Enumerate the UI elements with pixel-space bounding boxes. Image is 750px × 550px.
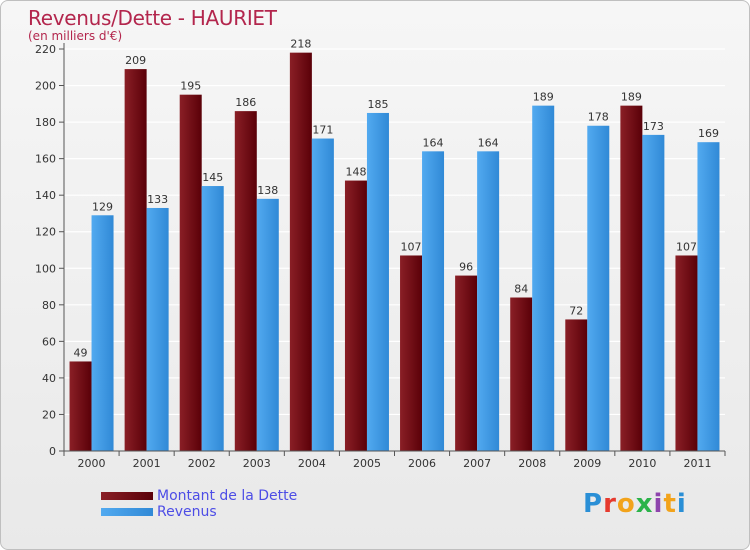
data-label-dette: 218 xyxy=(290,38,311,51)
bar-dette xyxy=(565,319,588,451)
data-label-dette: 148 xyxy=(345,166,366,179)
bar-dette xyxy=(124,69,147,451)
data-label-revenus: 129 xyxy=(92,200,113,213)
logo-letter: x xyxy=(635,489,654,519)
data-label-dette: 72 xyxy=(569,304,583,317)
data-label-revenus: 178 xyxy=(588,111,609,124)
x-tick-label: 2000 xyxy=(78,457,106,470)
bar-dette xyxy=(234,111,257,452)
y-tick-label: 40 xyxy=(42,372,56,385)
data-label-dette: 195 xyxy=(180,80,201,93)
x-tick-label: 2006 xyxy=(408,457,436,470)
bar-dette xyxy=(289,52,312,452)
data-label-dette: 49 xyxy=(74,346,88,359)
bar-revenus xyxy=(256,198,279,451)
x-tick-label: 2008 xyxy=(518,457,546,470)
x-tick-label: 2009 xyxy=(573,457,601,470)
chart-subtitle: (en milliers d'€) xyxy=(28,29,123,43)
x-tick-label: 2004 xyxy=(298,457,326,470)
legend-label-revenus: Revenus xyxy=(157,504,217,520)
y-tick-label: 80 xyxy=(42,299,56,312)
data-label-dette: 96 xyxy=(459,261,473,274)
bar-dette xyxy=(400,255,423,451)
bar-revenus xyxy=(146,207,169,451)
data-label-dette: 186 xyxy=(235,96,256,109)
legend-swatch-revenus xyxy=(101,508,153,516)
legend: Montant de la Dette Revenus xyxy=(101,488,297,520)
data-label-revenus: 169 xyxy=(698,127,719,140)
data-labels: 49 129 209 133 195 145 186 138 218 171 148 185 107 16… xyxy=(74,38,719,360)
legend-item-dette: Montant de la Dette xyxy=(101,488,297,504)
data-label-revenus: 138 xyxy=(257,184,278,197)
data-label-dette: 84 xyxy=(514,283,528,296)
y-tick-label: 220 xyxy=(35,43,56,56)
y-tick-label: 120 xyxy=(35,226,56,239)
bar-revenus xyxy=(201,186,224,451)
y-tick-label: 20 xyxy=(42,408,56,421)
data-label-revenus: 145 xyxy=(202,171,223,184)
data-label-revenus: 164 xyxy=(423,136,444,149)
data-label-revenus: 133 xyxy=(147,193,168,206)
x-tick-label: 2011 xyxy=(683,457,711,470)
bars xyxy=(69,52,720,452)
axes: 0 20 40 60 80 100 120 140 160 180 200 220 2000 2001 20… xyxy=(35,43,726,470)
data-label-revenus: 171 xyxy=(312,124,333,137)
data-label-revenus: 189 xyxy=(533,91,554,104)
bar-revenus xyxy=(532,105,555,452)
bar-revenus xyxy=(642,134,665,451)
y-tick-label: 200 xyxy=(35,80,56,93)
data-label-revenus: 173 xyxy=(643,120,664,133)
logo-letter: o xyxy=(616,489,636,519)
y-tick-label: 140 xyxy=(35,189,56,202)
grid-lines xyxy=(64,48,725,416)
bar-revenus xyxy=(91,215,114,451)
bar-dette xyxy=(344,180,367,451)
x-tick-label: 2001 xyxy=(133,457,161,470)
data-label-dette: 189 xyxy=(621,91,642,104)
y-tick-label: 160 xyxy=(35,153,56,166)
legend-item-revenus: Revenus xyxy=(101,504,297,520)
proxiti-logo: Proxiti xyxy=(583,489,687,519)
bar-revenus xyxy=(587,125,610,451)
y-tick-label: 60 xyxy=(42,335,56,348)
bar-dette xyxy=(179,94,202,451)
data-label-dette: 209 xyxy=(125,54,146,67)
bar-revenus xyxy=(422,151,445,451)
data-label-revenus: 185 xyxy=(367,98,388,111)
x-tick-label: 2005 xyxy=(353,457,381,470)
bar-revenus xyxy=(697,142,720,451)
logo-letter: P xyxy=(583,489,604,519)
bar-dette xyxy=(455,275,478,451)
legend-label-dette: Montant de la Dette xyxy=(157,488,298,504)
bar-revenus xyxy=(366,112,389,452)
data-label-dette: 107 xyxy=(676,240,697,253)
logo-letter: i xyxy=(676,489,687,519)
bar-revenus xyxy=(477,151,500,451)
logo-letter: t xyxy=(663,489,677,519)
x-tick-label: 2010 xyxy=(628,457,656,470)
x-tick-label: 2007 xyxy=(463,457,491,470)
bar-dette xyxy=(69,361,92,451)
x-tick-label: 2003 xyxy=(243,457,271,470)
data-label-dette: 107 xyxy=(401,240,422,253)
bar-dette xyxy=(675,255,698,451)
x-tick-label: 2002 xyxy=(188,457,216,470)
data-label-revenus: 164 xyxy=(478,136,499,149)
legend-swatch-dette xyxy=(101,492,153,500)
bar-dette xyxy=(510,297,533,451)
logo-letter: i xyxy=(653,489,664,519)
bar-dette xyxy=(620,105,643,452)
bar-revenus xyxy=(311,138,334,451)
chart-title: Revenus/Dette - HAURIET xyxy=(28,6,277,30)
logo-letter: r xyxy=(603,489,617,519)
y-tick-label: 0 xyxy=(49,445,56,458)
y-tick-label: 180 xyxy=(35,116,56,129)
y-tick-label: 100 xyxy=(35,262,56,275)
